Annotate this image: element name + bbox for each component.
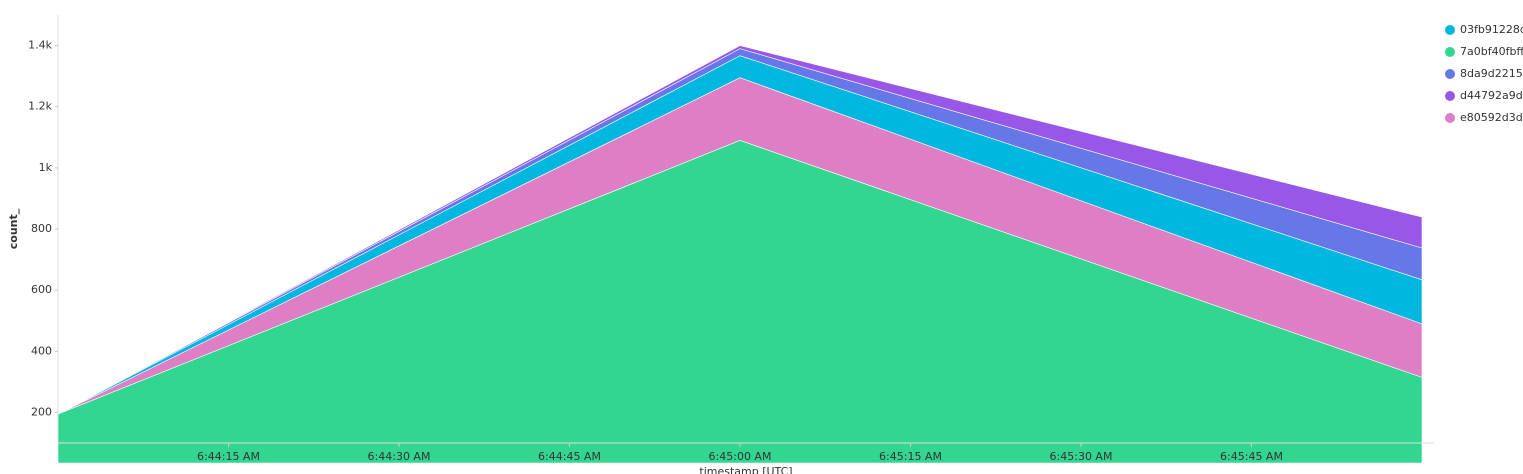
y-tick-label: 1.2k — [28, 100, 52, 113]
legend-label: 7a0bf40fbff — [1460, 45, 1523, 58]
y-tick-label: 1.4k — [28, 39, 52, 52]
x-tick-label: 6:44:45 AM — [538, 450, 601, 463]
y-tick-label: 200 — [31, 406, 52, 419]
y-tick-label: 600 — [31, 283, 52, 296]
legend-dot — [1445, 91, 1455, 101]
area — [57, 45, 1423, 415]
x-tick-label: 6:45:45 AM — [1220, 450, 1283, 463]
x-tick-label: 6:44:15 AM — [197, 450, 260, 463]
y-tick-label: 1k — [39, 161, 53, 174]
y-axis-label: count_ — [7, 208, 20, 249]
legend-label: 8da9d22155 — [1460, 67, 1523, 80]
x-tick-label: 6:45:00 AM — [709, 450, 772, 463]
legend-dot — [1445, 25, 1455, 35]
x-tick-label: 6:45:30 AM — [1050, 450, 1113, 463]
x-axis-label: timestamp [UTC] — [699, 465, 792, 474]
legend-dot — [1445, 113, 1455, 123]
x-tick-label: 6:44:30 AM — [368, 450, 431, 463]
legend: 03fb91228d 7a0bf40fbff 8da9d22155 d44792a9d… — [1445, 23, 1523, 124]
legend-label: d44792a9d0 — [1460, 89, 1523, 102]
x-tick-label: 6:45:15 AM — [879, 450, 942, 463]
legend-dot — [1445, 69, 1455, 79]
legend-dot — [1445, 47, 1455, 57]
legend-label: 03fb91228d — [1460, 23, 1523, 36]
y-tick-label: 400 — [31, 344, 52, 357]
y-tick-label: 800 — [31, 222, 52, 235]
legend-label: e80592d3de — [1460, 111, 1523, 124]
